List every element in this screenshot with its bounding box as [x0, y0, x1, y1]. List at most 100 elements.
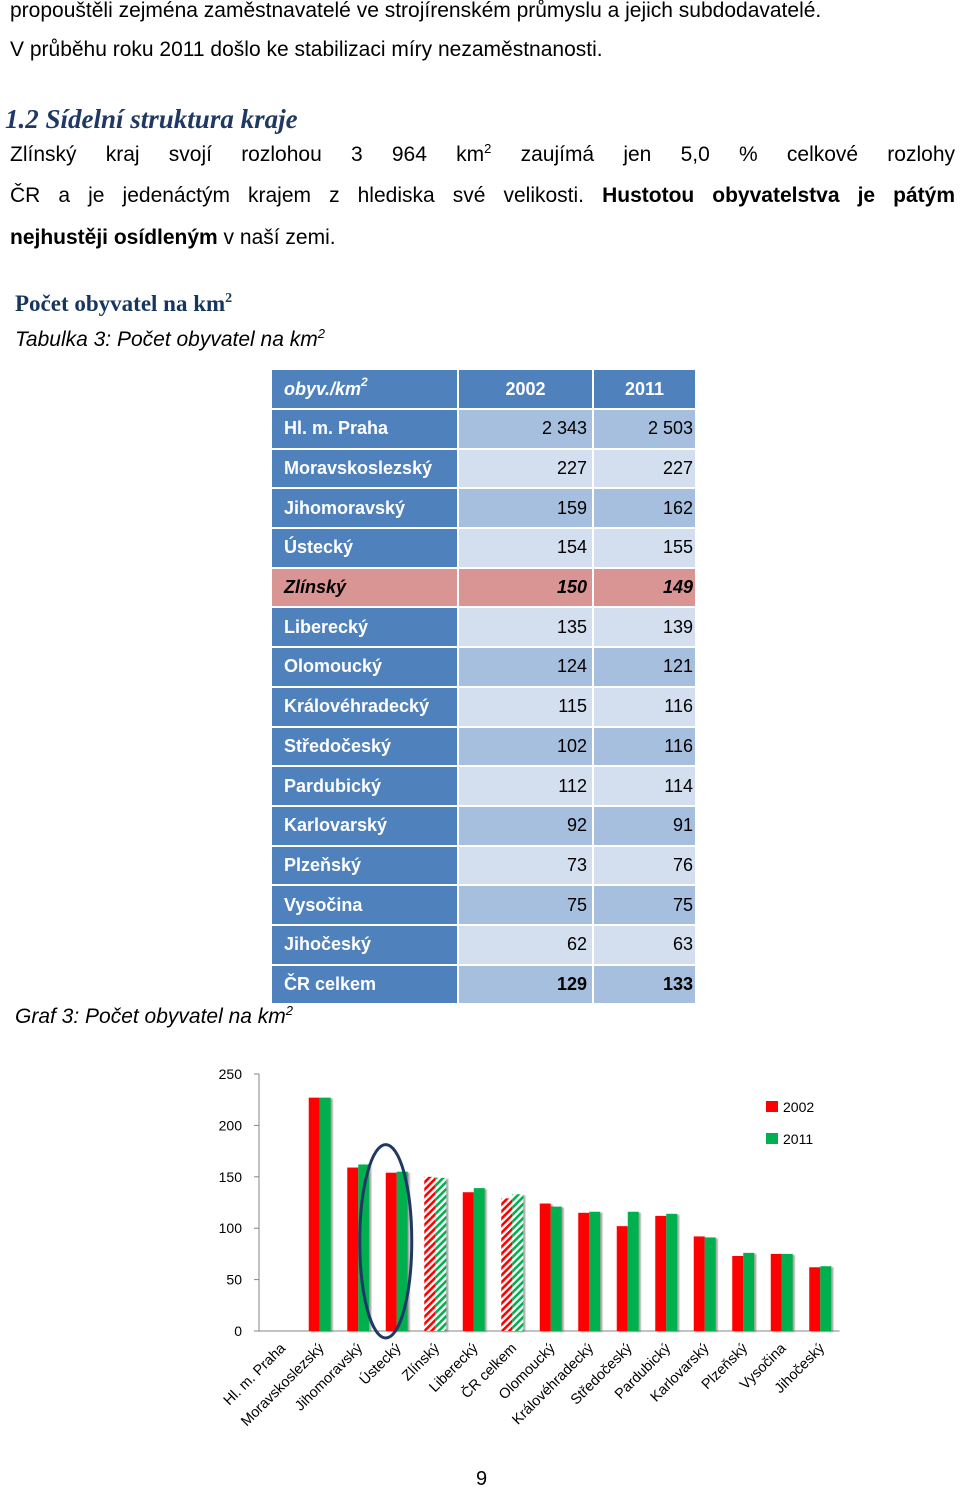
value-2002-cell: 75	[459, 886, 592, 924]
superscript: 2	[317, 326, 325, 341]
bar-2011-6	[512, 1194, 524, 1331]
y-tick-label: 100	[219, 1220, 243, 1236]
bar-2002-1	[308, 1097, 320, 1331]
value-2011-cell: 133	[594, 965, 695, 1004]
region-cell: Plzeňský	[272, 846, 457, 885]
region-cell: Vysočina	[272, 886, 457, 924]
value-2011-cell: 116	[594, 727, 695, 766]
section-heading: 1.2 Sídelní struktura kraje	[5, 104, 298, 134]
legend-swatch-2002	[766, 1101, 778, 1112]
region-cell: Liberecký	[272, 608, 457, 647]
region-cell: Olomoucký	[272, 648, 457, 686]
bar-2002-8	[578, 1212, 590, 1331]
value-2002-cell: 227	[459, 449, 592, 488]
bar-2002-4	[424, 1176, 436, 1331]
y-tick-label: 250	[219, 1066, 243, 1082]
value-2011-cell: 121	[594, 648, 695, 686]
region-cell: Pardubický	[272, 767, 457, 805]
paragraph-text: zaujímá jen 5,0 % celkové rozlohy	[491, 143, 956, 166]
x-category-label: Ústecký	[356, 1339, 405, 1388]
region-cell: Jihomoravský	[272, 489, 457, 528]
bar-2011-14	[820, 1266, 832, 1331]
intro-line: propouštěli zejména zaměstnavatelé ve st…	[10, 0, 822, 22]
value-2002-cell: 112	[459, 767, 592, 805]
region-cell: Karlovarský	[272, 806, 457, 845]
legend-label: 2002	[783, 1099, 814, 1115]
value-2002-cell: 62	[459, 925, 592, 964]
superscript: 2	[225, 291, 233, 306]
value-2002-cell: 129	[459, 965, 592, 1004]
bar-2002-2	[347, 1167, 359, 1331]
bar-2011-2	[358, 1164, 370, 1331]
density-table: obyv./km 2 2002 2011 Hl. m. Praha 2 343 2 5…	[272, 370, 695, 1004]
bar-2002-13	[770, 1253, 782, 1331]
value-2002-cell: 159	[459, 489, 592, 528]
bar-2002-5	[462, 1192, 474, 1331]
intro-line: V průběhu roku 2011 došlo ke stabilizaci…	[10, 38, 603, 61]
value-2011-cell: 76	[594, 846, 695, 885]
paragraph-line: Zlínský kraj svojí rozlohou 3 964 km2 za…	[10, 142, 955, 168]
bar-2011-3	[396, 1171, 408, 1331]
value-2011-cell: 116	[594, 687, 695, 726]
bar-2011-5	[473, 1188, 485, 1331]
y-tick-label: 0	[234, 1323, 242, 1339]
bar-2011-10	[666, 1213, 678, 1331]
region-cell: ČR celkem	[272, 965, 457, 1004]
value-2002-cell: 102	[459, 727, 592, 766]
paragraph-text: Zlínský kraj svojí rozlohou 3 964 km	[10, 143, 485, 166]
highlight-ellipse	[358, 1143, 414, 1340]
bar-2002-3	[385, 1172, 397, 1331]
bar-2002-9	[616, 1226, 628, 1331]
bar-2002-12	[732, 1255, 744, 1331]
header-unit-text: obyv./km	[284, 378, 362, 399]
value-2002-cell: 73	[459, 846, 592, 885]
value-2011-cell: 114	[594, 767, 695, 805]
table-caption: Tabulka 3: Počet obyvatel na km2	[15, 327, 325, 353]
bar-2011-13	[781, 1253, 793, 1331]
value-2002-cell: 124	[459, 648, 592, 686]
value-2011-cell: 227	[594, 449, 695, 488]
bar-2011-11	[704, 1237, 716, 1331]
value-2002-cell: 135	[459, 608, 592, 647]
paragraph-text: ČR a je jedenáctým krajem z hlediska své…	[10, 184, 603, 207]
value-2002-cell: 150	[459, 568, 592, 607]
value-2011-cell: 91	[594, 806, 695, 845]
value-2011-cell: 155	[594, 529, 695, 567]
value-2002-cell: 92	[459, 806, 592, 845]
bar-2002-14	[809, 1267, 821, 1331]
legend-swatch-2011	[766, 1133, 778, 1144]
region-cell: Hl. m. Praha	[272, 410, 457, 448]
bar-2011-9	[627, 1211, 639, 1331]
bar-2011-7	[550, 1206, 562, 1331]
paragraph-line: nejhustěji osídleným v naší zemi.	[10, 225, 336, 251]
y-tick-label: 200	[219, 1117, 243, 1133]
paragraph-bold-text: nejhustěji osídleným	[10, 226, 218, 249]
value-2011-cell: 139	[594, 608, 695, 647]
y-tick-label: 50	[226, 1272, 242, 1288]
bar-2011-1	[319, 1097, 331, 1331]
legend-label: 2011	[783, 1131, 813, 1147]
region-cell: Ústecký	[272, 529, 457, 567]
page-number: 9	[476, 1468, 488, 1488]
header-2002-cell: 2002	[459, 370, 592, 408]
region-cell: Královéhradecký	[272, 687, 457, 726]
value-2002-cell: 154	[459, 529, 592, 567]
bar-2011-4	[435, 1177, 447, 1331]
region-cell: Středočeský	[272, 727, 457, 766]
value-2002-cell: 115	[459, 687, 592, 726]
value-2011-cell: 75	[594, 886, 695, 924]
table-caption-text: Tabulka 3: Počet obyvatel na km	[15, 328, 318, 351]
chart-caption-text: Graf 3: Počet obyvatel na km	[15, 1005, 286, 1028]
y-tick-label: 150	[219, 1169, 243, 1185]
paragraph-line: ČR a je jedenáctým krajem z hlediska své…	[10, 183, 955, 209]
value-2011-cell: 149	[594, 568, 695, 607]
bar-2002-7	[539, 1203, 551, 1331]
bar-2002-6	[501, 1198, 513, 1331]
bar-2011-12	[743, 1252, 755, 1331]
region-cell: Jihočeský	[272, 925, 457, 964]
value-2011-cell: 162	[594, 489, 695, 528]
value-2011-cell: 2 503	[594, 410, 695, 448]
region-cell: Zlínský	[272, 568, 457, 607]
